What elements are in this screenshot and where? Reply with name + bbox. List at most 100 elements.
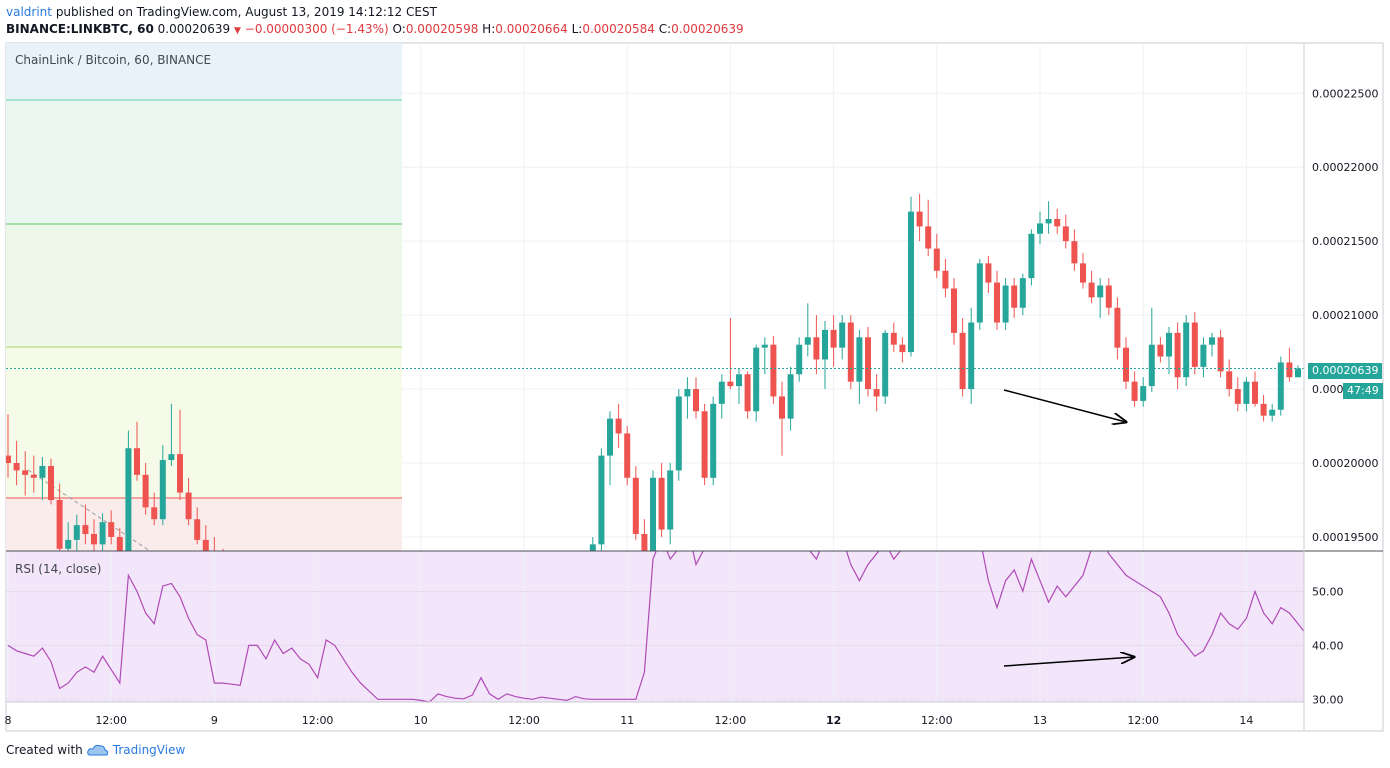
candle-body <box>452 732 458 736</box>
candle-body <box>1097 285 1104 298</box>
price-change: −0.00000300 (−1.43%) <box>244 22 389 36</box>
candle-body <box>736 374 742 387</box>
candle-body <box>968 322 975 390</box>
candle-body <box>159 460 166 520</box>
close-label: C: <box>658 22 672 36</box>
candle-body <box>753 347 760 412</box>
x-tick-label: 12:00 <box>921 714 953 727</box>
candle-body <box>495 747 501 750</box>
close-value: 0.00020639 <box>671 22 744 36</box>
rsi-band <box>6 551 1304 702</box>
candle-body <box>1174 332 1181 378</box>
symbol-label: BINANCE:LINKBTC, 60 <box>6 22 154 36</box>
candle-body <box>951 288 957 333</box>
candle-body <box>1243 381 1250 404</box>
candle-body <box>908 211 914 353</box>
candle-body <box>547 765 553 768</box>
candle-body <box>1260 403 1267 416</box>
y-tick-label: 0.00022000 <box>1312 161 1378 174</box>
candle-body <box>959 332 966 390</box>
fib-zone-2 <box>6 100 402 224</box>
rsi-divergence-arrow <box>1003 657 1134 667</box>
x-tick-label: 12:00 <box>1127 714 1159 727</box>
candle-body <box>1286 362 1293 378</box>
candle-body <box>607 418 613 456</box>
candle-body <box>1011 285 1018 308</box>
candle-body <box>882 332 889 397</box>
candle-body <box>13 463 20 471</box>
candle-body <box>202 539 209 551</box>
last-price-tag: 0.00020639 <box>1308 363 1383 379</box>
candle-body <box>6 455 11 464</box>
candle-body <box>48 465 54 500</box>
candle-body <box>1105 285 1112 308</box>
candle-body <box>91 533 97 545</box>
candle-body <box>185 492 192 520</box>
x-tick-label: 12:00 <box>715 714 747 727</box>
candle-body <box>1226 371 1233 390</box>
candle-body <box>1217 337 1224 372</box>
candle-body <box>718 381 725 404</box>
open-label: O: <box>392 22 406 36</box>
candle-body <box>1166 332 1172 357</box>
fib-zone-top <box>6 43 402 100</box>
chart-header: valdrint published on TradingView.com, A… <box>6 4 744 40</box>
high-value: 0.00020664 <box>495 22 568 36</box>
candle-body <box>830 329 837 348</box>
candle-body <box>839 322 846 348</box>
candle-body <box>73 525 80 540</box>
candle-body <box>701 411 708 478</box>
candle-body <box>744 374 751 412</box>
candle-body <box>933 248 940 271</box>
candle-body <box>521 756 527 759</box>
candle-body <box>1157 344 1164 357</box>
candle-body <box>504 750 510 753</box>
candle-body <box>39 465 46 478</box>
x-tick-label: 11 <box>620 714 634 727</box>
last-price: 0.00020639 <box>157 22 231 36</box>
candle-body <box>1019 278 1026 308</box>
open-value: 0.00020598 <box>405 22 479 36</box>
candle-body <box>1234 389 1241 404</box>
candle-body <box>658 477 665 530</box>
candle-body <box>994 282 1000 323</box>
publisher-user[interactable]: valdrint <box>6 5 52 19</box>
main-legend[interactable]: ChainLink / Bitcoin, 60, BINANCE <box>15 53 212 67</box>
publisher-line: valdrint published on TradingView.com, A… <box>6 4 744 21</box>
countdown-tag: 47:49 <box>1343 383 1383 399</box>
x-tick-label: 10 <box>414 714 428 727</box>
candle-body <box>538 762 544 765</box>
candle-body <box>1080 263 1086 283</box>
rsi-legend[interactable]: RSI (14, close) <box>15 562 102 576</box>
candle-body <box>856 337 863 382</box>
published-info: published on TradingView.com, August 13,… <box>55 5 437 19</box>
candle-body <box>779 396 785 419</box>
candle-body <box>1088 282 1095 298</box>
candle-body <box>512 753 518 756</box>
candle-body <box>693 389 699 412</box>
candle-body <box>82 525 89 534</box>
x-tick-label: 12:00 <box>95 714 127 727</box>
created-with-label: Created with <box>6 743 83 757</box>
candle-body <box>461 737 467 740</box>
candle-body <box>30 474 37 478</box>
tradingview-brand[interactable]: TradingView <box>112 743 186 757</box>
footer: Created with TradingView <box>6 743 185 757</box>
candle-body <box>1209 337 1215 345</box>
candle-body <box>804 337 811 345</box>
candle-body <box>108 522 115 537</box>
candle-body <box>1062 226 1069 242</box>
candle-body <box>142 474 149 508</box>
candle-body <box>65 539 72 549</box>
candle-body <box>641 533 648 551</box>
candle-body <box>1071 241 1078 264</box>
candle-body <box>1269 409 1276 416</box>
candle-body <box>873 389 880 397</box>
candle-body <box>151 507 158 520</box>
rsi-tick-label: 50.00 <box>1312 585 1344 598</box>
candle-body <box>865 337 871 390</box>
candle-body <box>1054 218 1061 227</box>
price-divergence-arrow <box>1003 389 1126 422</box>
low-label: L: <box>571 22 583 36</box>
